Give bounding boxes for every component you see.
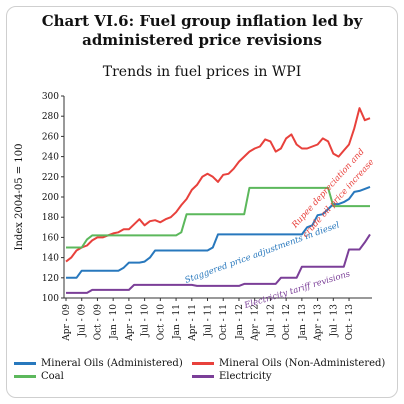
x-tick-label: Apr - 10 [125,304,135,342]
y-tick-label: 120 [42,274,59,284]
y-tick-label: 180 [42,213,59,223]
legend-swatch [14,362,36,365]
axes: 100 120 140 160 180 200 220 240 260 280 300 Index 2… [14,92,372,342]
legend-label: Mineral Oils (Administered) [41,358,183,369]
y-tick-label: 260 [42,132,59,142]
x-tick-label: Jul - 11 [204,304,214,338]
series-line-electricity [66,233,371,294]
y-tick-label: 300 [42,92,59,102]
legend-label: Coal [41,371,64,382]
x-tick-label: Jan - 11 [172,304,182,340]
legend-swatch [192,375,214,378]
y-tick-label: 240 [42,153,59,163]
x-tick-label: Jul - 12 [266,304,276,338]
annotation-label: Staggered price adjustments in diesel [184,220,342,286]
x-tick-label: Jul - 09 [78,304,88,338]
x-tick-label: Jan - 13 [298,304,308,340]
legend-item-mineral-oils-non-administered: Mineral Oils (Non-Administered) [192,358,385,369]
legend-item-coal: Coal [14,371,64,382]
x-tick-label: Oct - 10 [156,304,166,341]
y-tick-label: 220 [42,173,59,183]
chart-title-line1: Chart VI.6: Fuel group inflation led by [41,12,363,30]
y-axis-label: Index 2004-05 = 100 [14,144,25,251]
x-tick-label: Apr - 11 [188,304,198,342]
y-tick-label: 280 [42,112,59,122]
legend-label: Electricity [219,371,272,382]
legend-swatch [14,375,36,378]
y-tick-label: 100 [42,294,59,304]
chart-title-line2: administered price revisions [82,31,322,49]
y-tick-label: 160 [42,233,59,243]
x-tick-label: Oct - 12 [282,304,292,340]
x-tick-label: Oct - 13 [345,304,355,341]
legend-label: Mineral Oils (Non-Administered) [219,358,386,369]
series-line-mineral-oils-non-administered [65,107,371,263]
y-tick-label: 140 [42,254,59,264]
chart-title: Chart VI.6: Fuel group inflation led by … [0,12,404,50]
series-layer [65,107,371,294]
x-tick-label: Jan - 10 [109,304,119,340]
series-line-coal [66,186,370,249]
chart-subtitle: Trends in fuel prices in WPI [102,64,302,80]
x-tick-label: Apr - 12 [251,304,261,342]
legend-item-mineral-oils-administered: Mineral Oils (Administered) [14,358,183,369]
series-line-mineral-oils-administered [66,185,371,279]
x-tick-label: Oct - 09 [93,304,103,341]
x-tick-label: Apr - 09 [62,304,72,342]
x-tick-label: Oct - 11 [219,304,229,340]
y-tick-label: 200 [42,193,59,203]
x-tick-label: Jul - 13 [329,304,339,338]
x-tick-label: Jan - 12 [235,304,245,340]
legend-swatch [192,362,214,365]
x-tick-label: Apr - 13 [314,304,324,342]
legend-item-electricity: Electricity [192,371,271,382]
x-tick-label: Jul - 10 [141,304,151,338]
